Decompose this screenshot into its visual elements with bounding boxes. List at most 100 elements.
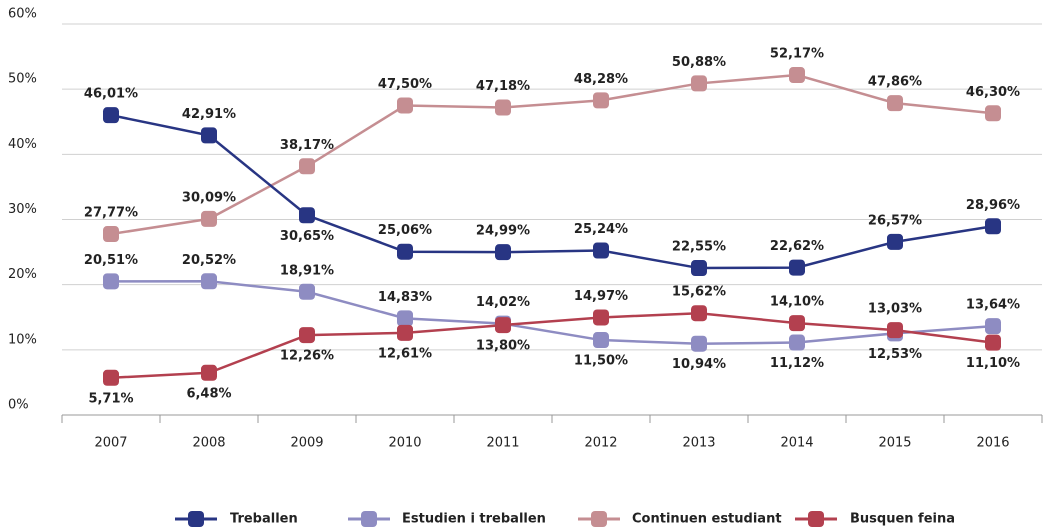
y-tick-label: 50% — [8, 72, 37, 87]
value-label: 10,94% — [672, 357, 726, 372]
data-point — [985, 218, 1001, 235]
data-point — [691, 305, 707, 322]
value-label: 42,91% — [182, 107, 236, 122]
data-point — [103, 273, 119, 290]
data-point — [985, 318, 1001, 335]
data-point — [299, 207, 315, 224]
x-tick-label: 2008 — [192, 436, 225, 451]
value-label: 28,96% — [966, 198, 1020, 213]
legend-label: Busquen feina — [850, 512, 955, 527]
data-point — [789, 334, 805, 351]
value-label: 20,51% — [84, 253, 138, 268]
y-tick-label: 40% — [8, 137, 37, 152]
value-label: 47,18% — [476, 79, 530, 94]
data-point — [103, 369, 119, 386]
data-point — [789, 315, 805, 332]
legend-marker — [361, 511, 377, 527]
data-point — [887, 233, 903, 250]
value-label: 13,64% — [966, 298, 1020, 313]
value-label: 14,10% — [770, 295, 824, 310]
data-point — [887, 322, 903, 339]
legend-marker — [808, 511, 824, 527]
value-label: 30,09% — [182, 190, 236, 205]
value-label: 27,77% — [84, 206, 138, 221]
y-tick-label: 60% — [8, 7, 37, 22]
value-label: 47,50% — [378, 77, 432, 92]
value-label: 30,65% — [280, 229, 334, 244]
value-label: 12,53% — [868, 347, 922, 362]
x-tick-label: 2007 — [94, 436, 127, 451]
x-tick-label: 2011 — [486, 436, 519, 451]
x-tick-label: 2010 — [388, 436, 421, 451]
legend-label: Continuen estudiant — [632, 512, 782, 527]
data-point — [397, 243, 413, 260]
value-label: 14,97% — [574, 289, 628, 304]
value-label: 22,62% — [770, 239, 824, 254]
value-label: 11,12% — [770, 356, 824, 371]
value-label: 46,30% — [966, 85, 1020, 100]
data-point — [887, 95, 903, 112]
data-point — [691, 335, 707, 352]
value-label: 38,17% — [280, 138, 334, 153]
data-point — [985, 334, 1001, 351]
value-label: 48,28% — [574, 72, 628, 87]
data-point — [201, 364, 217, 381]
data-point — [593, 92, 609, 109]
y-tick-label: 30% — [8, 202, 37, 217]
value-label: 50,88% — [672, 55, 726, 70]
x-tick-label: 2015 — [878, 436, 911, 451]
x-tick-label: 2014 — [780, 436, 813, 451]
data-point — [103, 107, 119, 124]
series-line — [110, 113, 994, 270]
legend-marker — [188, 511, 204, 527]
legend-label: Treballen — [230, 512, 298, 527]
value-label: 13,80% — [476, 339, 530, 354]
value-label: 24,99% — [476, 224, 530, 239]
data-point — [201, 210, 217, 227]
value-label: 13,03% — [868, 302, 922, 317]
x-tick-label: 2016 — [976, 436, 1009, 451]
data-point — [593, 332, 609, 349]
data-point — [201, 273, 217, 290]
value-label: 11,10% — [966, 356, 1020, 371]
data-point — [299, 327, 315, 344]
value-label: 12,61% — [378, 346, 432, 361]
y-tick-label: 0% — [8, 398, 29, 413]
series-line — [110, 311, 994, 380]
value-label: 14,02% — [476, 295, 530, 310]
data-point — [495, 244, 511, 261]
data-point — [691, 75, 707, 92]
data-point — [495, 317, 511, 334]
data-point — [495, 99, 511, 116]
value-label: 46,01% — [84, 87, 138, 102]
data-point — [593, 309, 609, 326]
value-label: 5,71% — [88, 391, 133, 406]
value-label: 25,24% — [574, 222, 628, 237]
value-label: 52,17% — [770, 47, 824, 62]
value-label: 6,48% — [186, 386, 231, 401]
value-label: 12,26% — [280, 349, 334, 364]
legend-marker — [591, 511, 607, 527]
y-tick-label: 20% — [8, 267, 37, 282]
x-tick-label: 2012 — [584, 436, 617, 451]
y-tick-label: 10% — [8, 332, 37, 347]
data-point — [691, 260, 707, 277]
x-tick-label: 2013 — [682, 436, 715, 451]
value-label: 25,06% — [378, 223, 432, 238]
value-label: 15,62% — [672, 285, 726, 300]
value-label: 22,55% — [672, 240, 726, 255]
data-point — [103, 226, 119, 243]
legend-label: Estudien i treballen — [402, 512, 546, 527]
value-label: 20,52% — [182, 253, 236, 268]
data-point — [789, 67, 805, 84]
value-label: 18,91% — [280, 263, 334, 278]
data-point — [397, 324, 413, 341]
data-point — [397, 97, 413, 114]
data-point — [299, 283, 315, 300]
value-label: 47,86% — [868, 75, 922, 90]
data-point — [397, 310, 413, 327]
series-line — [110, 280, 994, 345]
data-point — [593, 242, 609, 259]
x-tick-label: 2009 — [290, 436, 323, 451]
